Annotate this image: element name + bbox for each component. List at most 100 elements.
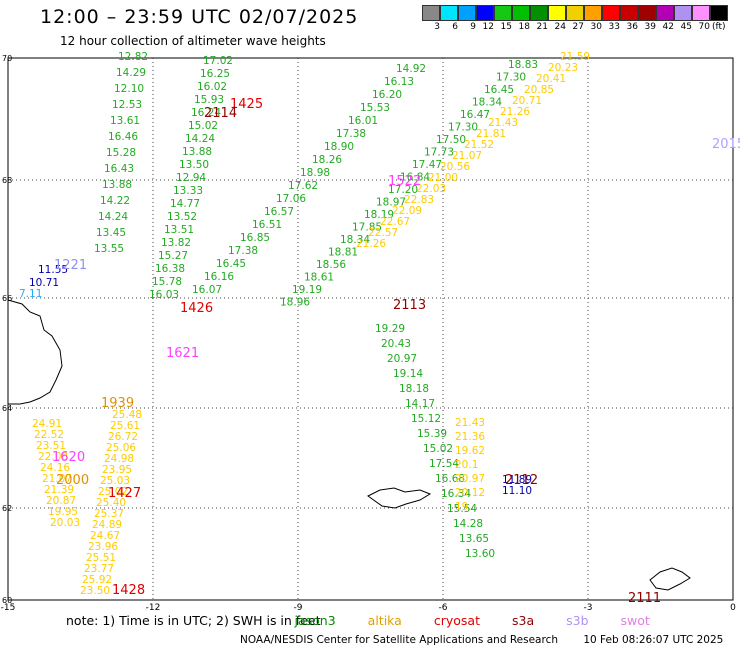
legend-swatch (692, 5, 710, 21)
legend-label: 9 (470, 22, 476, 32)
legend-swatch (674, 5, 692, 21)
wave-height-value: 21.52 (464, 139, 494, 151)
wave-height-value: 22.57 (368, 227, 398, 239)
wave-height-value: 13.65 (459, 533, 489, 545)
wave-height-value: 17.30 (448, 122, 478, 134)
wave-height-value: 16.68 (435, 473, 465, 485)
wave-height-value: 17.54 (429, 458, 459, 470)
orbit-label: 2112 (505, 473, 538, 488)
wave-height-value: 24.91 (32, 418, 62, 430)
wave-height-value: 15.12 (411, 413, 441, 425)
wave-height-value: 15.02 (188, 120, 218, 132)
footnote: note: 1) Time is in UTC; 2) SWH is in fe… (66, 613, 650, 628)
orbit-label: 1425 (230, 97, 263, 112)
wave-height-value: 25.92 (82, 574, 112, 586)
wave-height-value: 23.96 (88, 541, 118, 553)
wave-height-value: 18.98 (300, 167, 330, 179)
wave-height-value: 20.71 (512, 95, 542, 107)
legend-swatch (530, 5, 548, 21)
satellite-legend: jason3 altika cryosat s3a s3b swot (294, 613, 649, 628)
legend-label: 15 (500, 22, 512, 32)
wave-height-value: 17.38 (336, 128, 366, 140)
wave-height-value: 17.85 (352, 222, 382, 234)
wave-height-value: 21.07 (42, 473, 72, 485)
legend-swatch (548, 5, 566, 21)
iceland-coast (7, 299, 63, 405)
wave-height-value: 21.43 (488, 117, 518, 129)
x-tick-label: -12 (146, 603, 161, 613)
wave-height-value: 19.95 (48, 506, 78, 518)
orbit-label: 1522 (388, 174, 421, 189)
wave-height-value: 16.38 (155, 263, 185, 275)
wave-height-value: 20.1 (455, 459, 478, 471)
wave-height-value: 20.43 (381, 338, 411, 350)
wave-height-value: 25.48 (112, 409, 142, 421)
orbit-label: 1428 (112, 583, 145, 598)
wave-height-value: 21.00 (428, 172, 458, 184)
wave-height-value: 13.33 (173, 185, 203, 197)
wave-height-value: 13.55 (94, 243, 124, 255)
wave-height-value: 14.22 (100, 195, 130, 207)
legend-swatch (620, 5, 638, 21)
wave-height-value: 13.60 (465, 548, 495, 560)
wave-height-value: 19.62 (455, 445, 485, 457)
wave-height-value: 17.50 (436, 134, 466, 146)
wave-height-value: 21.81 (476, 128, 506, 140)
wave-height-value: 12.82 (118, 51, 148, 63)
orbit-label: 1426 (180, 301, 213, 316)
y-tick-label: 60 (2, 596, 12, 605)
orbit-label: 2113 (393, 298, 426, 313)
legend-unit: (ft) (712, 22, 726, 32)
x-tick-label: -9 (294, 603, 303, 613)
legend-label: 21 (536, 22, 548, 32)
y-tick-label: 68 (2, 176, 12, 185)
legend-swatch (476, 5, 494, 21)
wave-height-value: 19.14 (393, 368, 423, 380)
wave-height-value: 16.01 (348, 115, 378, 127)
orbit-label: 2114 (204, 106, 237, 121)
wave-height-value: 21.39 (44, 484, 74, 496)
wave-height-value: 24.98 (104, 453, 134, 465)
wave-height-value: 16.02 (197, 81, 227, 93)
orbit-label: 2000 (56, 473, 89, 488)
wave-height-value: 18.34 (472, 97, 502, 109)
wave-height-value: 11.10 (502, 485, 532, 497)
legend-swatch (584, 5, 602, 21)
wave-height-value: 15.28 (106, 147, 136, 159)
wave-height-value: 16.85 (240, 232, 270, 244)
legend-swatch (656, 5, 674, 21)
wave-height-value: 22.03 (416, 183, 446, 195)
faroe-islands (367, 487, 432, 509)
wave-height-value: 15.27 (158, 250, 188, 262)
wave-height-value: 14.24 (98, 211, 128, 223)
wave-height-value: 17.73 (424, 147, 454, 159)
credit-line: NOAA/NESDIS Center for Satellite Applica… (240, 634, 723, 646)
y-tick-label: 70 (2, 54, 12, 63)
map-frame (7, 57, 734, 601)
wave-height-value: 16.46 (108, 131, 138, 143)
wave-height-value: 11.89 (502, 474, 532, 486)
satellite-cryosat: cryosat (433, 613, 480, 628)
wave-height-value: 20.85 (524, 84, 554, 96)
legend-label: 3 (434, 22, 440, 32)
legend-label: 33 (608, 22, 620, 32)
orbit-label: 1427 (108, 486, 141, 501)
wave-height-value: 23.50 (80, 585, 110, 597)
satellite-altika: altika (367, 613, 402, 628)
wave-height-value: 17.02 (203, 55, 233, 67)
wave-height-value: 24.89 (92, 519, 122, 531)
legend-swatch (494, 5, 512, 21)
legend-swatch (422, 5, 440, 21)
wave-height-value: 18.26 (312, 154, 342, 166)
wave-height-value: 17.20 (388, 184, 418, 196)
wave-height-value: 14.29 (116, 67, 146, 79)
wave-height-value: 22.67 (380, 216, 410, 228)
wave-height-value: 7.11 (19, 288, 42, 300)
wave-height-value: 23.95 (102, 464, 132, 476)
wave-height-value: 22.08 (38, 451, 68, 463)
wave-height-value: 17.30 (496, 72, 526, 84)
satellite-s3a: s3a (511, 613, 535, 628)
wave-height-value: 15.02 (423, 443, 453, 455)
legend-label: 24 (554, 22, 566, 32)
wave-height-value: 21.07 (452, 150, 482, 162)
